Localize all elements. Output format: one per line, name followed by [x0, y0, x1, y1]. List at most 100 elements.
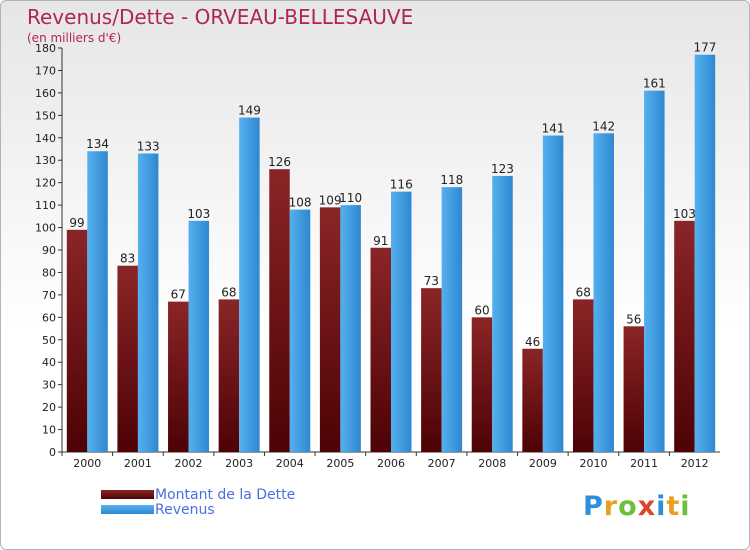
data-label-debt: 46 — [525, 335, 540, 349]
bar-debt — [421, 288, 442, 452]
data-label-debt: 126 — [268, 155, 291, 169]
data-label-debt: 68 — [576, 285, 591, 299]
x-tick-label: 2012 — [681, 457, 709, 470]
logo-letter: i — [680, 491, 691, 522]
y-tick-label: 150 — [35, 109, 56, 122]
y-tick-label: 120 — [35, 177, 56, 190]
x-tick-label: 2006 — [377, 457, 405, 470]
bar-debt — [623, 326, 645, 452]
data-label-revenue: 123 — [491, 162, 514, 176]
x-tick-label: 2001 — [124, 457, 152, 470]
y-tick-label: 180 — [35, 42, 56, 55]
bar-chart: 0 10 20 30 40 50 60 70 80 90 100 110 120 130 140 150 160… — [35, 41, 720, 470]
x-tick-label: 2007 — [428, 457, 456, 470]
data-label-revenue: 116 — [390, 178, 413, 192]
x-tick-label: 2002 — [175, 457, 203, 470]
logo-letter: i — [656, 491, 667, 522]
bar-revenue — [87, 151, 108, 452]
chart-title: Revenus/Dette - ORVEAU-BELLESAUVE — [27, 5, 414, 29]
data-label-debt: 68 — [221, 285, 236, 299]
data-label-revenue: 118 — [440, 173, 463, 187]
data-label-revenue: 141 — [542, 122, 565, 136]
y-tick-label: 50 — [42, 334, 56, 347]
bar-debt — [471, 317, 493, 452]
logo-letter: o — [618, 491, 638, 522]
y-tick-label: 70 — [42, 289, 56, 302]
y-tick-label: 130 — [35, 154, 56, 167]
data-label-revenue: 103 — [187, 207, 210, 221]
bar-revenue — [644, 90, 665, 453]
y-tick-label: 100 — [35, 222, 56, 235]
x-tick-label: 2000 — [73, 457, 101, 470]
bar-debt — [572, 299, 594, 452]
legend-label-revenue: Revenus — [155, 501, 215, 518]
y-tick-label: 110 — [35, 199, 56, 212]
legend: Montant de la Dette Revenus — [101, 486, 296, 518]
legend-swatch-debt — [101, 490, 154, 499]
bar-revenue — [340, 205, 361, 452]
legend-swatch-revenue — [101, 505, 154, 514]
y-tick-label: 0 — [49, 446, 56, 459]
bar-revenue — [542, 135, 564, 453]
data-label-revenue: 133 — [137, 139, 160, 153]
data-label-debt: 99 — [69, 216, 84, 230]
y-tick-label: 20 — [42, 401, 56, 414]
bar-debt — [319, 207, 341, 452]
bar-debt — [269, 169, 290, 452]
y-tick-label: 10 — [42, 424, 56, 437]
bar-revenue — [492, 175, 513, 452]
y-tick-label: 40 — [42, 356, 56, 369]
bar-debt — [117, 265, 138, 452]
data-label-revenue: 177 — [693, 41, 716, 55]
chart-subtitle: (en milliers d'€) — [27, 31, 122, 45]
bar-revenue — [694, 54, 716, 452]
x-tick-label: 2004 — [276, 457, 304, 470]
data-label-debt: 103 — [673, 207, 696, 221]
y-tick-label: 60 — [42, 311, 56, 324]
bar-debt — [674, 220, 695, 452]
bar-revenue — [593, 133, 614, 453]
logo-letter: x — [637, 491, 657, 522]
x-tick-label: 2003 — [225, 457, 253, 470]
x-tick-label: 2008 — [478, 457, 506, 470]
data-label-revenue: 142 — [592, 119, 615, 133]
y-tick-label: 170 — [35, 64, 56, 77]
x-tick-label: 2011 — [630, 457, 658, 470]
data-label-revenue: 108 — [289, 196, 312, 210]
data-label-revenue: 161 — [643, 77, 666, 91]
proxiti-logo: Proxiti — [583, 491, 691, 522]
bar-revenue — [239, 117, 260, 453]
bar-debt — [168, 301, 189, 452]
bar-revenue — [441, 187, 463, 452]
data-label-revenue: 110 — [339, 191, 362, 205]
data-label-debt: 60 — [474, 303, 489, 317]
y-tick-label: 160 — [35, 87, 56, 100]
bar-debt — [370, 247, 391, 452]
logo-letter: t — [666, 491, 681, 522]
bar-revenue — [289, 209, 311, 452]
data-label-debt: 73 — [424, 274, 439, 288]
logo-letter: r — [603, 491, 619, 522]
data-label-revenue: 149 — [238, 104, 261, 118]
logo-letter: P — [583, 491, 604, 522]
legend-item-revenue: Revenus — [101, 501, 295, 518]
x-tick-label: 2010 — [579, 457, 607, 470]
bar-debt — [218, 299, 240, 452]
y-tick-label: 90 — [42, 244, 56, 257]
data-label-debt: 67 — [171, 288, 186, 302]
legend-item-debt: Montant de la Dette — [101, 486, 296, 503]
y-tick-label: 30 — [42, 379, 56, 392]
data-label-debt: 109 — [319, 193, 342, 207]
bar-revenue — [391, 191, 412, 452]
bar-revenue — [137, 153, 159, 452]
bar-debt — [522, 348, 543, 452]
data-label-debt: 83 — [120, 252, 135, 266]
x-tick-label: 2009 — [529, 457, 557, 470]
y-tick-label: 80 — [42, 266, 56, 279]
data-label-debt: 56 — [626, 312, 641, 326]
data-label-debt: 91 — [373, 234, 388, 248]
legend-label-debt: Montant de la Dette — [155, 486, 296, 503]
bar-revenue — [188, 220, 210, 452]
bar-debt — [66, 229, 88, 452]
